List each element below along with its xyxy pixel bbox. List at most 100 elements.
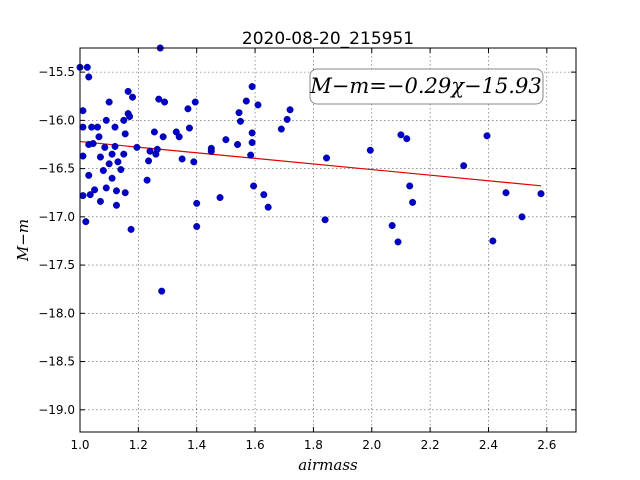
data-point	[105, 160, 113, 168]
data-point	[83, 63, 91, 71]
data-point	[518, 213, 526, 221]
data-point	[105, 98, 113, 106]
data-point	[85, 73, 93, 81]
y-axis-label: M−m	[14, 219, 32, 262]
data-point	[96, 153, 104, 161]
data-point	[277, 125, 285, 133]
data-point	[190, 158, 198, 166]
data-point	[537, 190, 545, 198]
data-point	[248, 129, 256, 137]
annotation-box: M−m=−0.29χ−15.93	[309, 68, 544, 105]
data-point	[248, 139, 256, 147]
y-tick-label: −16.5	[38, 162, 75, 176]
data-point	[178, 155, 186, 163]
x-tick-label: 1.6	[246, 438, 265, 452]
data-point	[409, 198, 417, 206]
data-point	[264, 203, 272, 211]
y-tick-label: −18.0	[38, 306, 75, 320]
data-point	[108, 174, 116, 182]
data-point	[99, 167, 107, 175]
data-point	[185, 124, 193, 132]
data-point	[234, 140, 242, 148]
data-point	[102, 116, 110, 124]
data-point	[175, 133, 183, 141]
data-point	[120, 150, 128, 158]
x-tick-label: 1.2	[129, 438, 148, 452]
data-point	[193, 199, 201, 207]
data-point	[88, 123, 96, 131]
y-tick-label: −18.5	[38, 355, 75, 369]
data-point	[111, 123, 119, 131]
data-point	[108, 150, 116, 158]
data-points	[76, 44, 545, 295]
data-point	[406, 182, 414, 190]
data-point	[91, 186, 99, 194]
fit-equation-label: M−m=−0.29χ−15.93	[309, 74, 541, 98]
y-axis-ticks: −15.5 −16.0 −16.5 −17.0 −17.5 −18.0 −18.5 −19.0	[38, 65, 576, 417]
data-point	[248, 83, 256, 91]
data-point	[85, 171, 93, 179]
chart-title: 2020-08-20_215951	[242, 29, 414, 49]
data-point	[158, 287, 166, 295]
data-point	[207, 147, 215, 155]
data-point	[96, 197, 104, 205]
x-axis-ticks: 1.0 1.2 1.4 1.6 1.8 2.0 2.2 2.4 2.6	[70, 48, 556, 452]
data-point	[489, 237, 497, 245]
data-point	[323, 154, 331, 162]
data-point	[111, 142, 119, 150]
data-point	[114, 158, 122, 166]
data-point	[95, 133, 103, 141]
data-point	[146, 147, 154, 155]
data-point	[124, 87, 132, 95]
x-tick-label: 2.6	[537, 438, 556, 452]
y-tick-label: −15.5	[38, 65, 75, 79]
data-point	[101, 143, 109, 151]
x-axis-label: airmass	[298, 456, 358, 474]
data-point	[121, 189, 129, 197]
data-point	[388, 222, 396, 230]
data-point	[129, 93, 137, 101]
data-point	[397, 131, 405, 139]
data-point	[242, 97, 250, 105]
data-point	[102, 184, 110, 192]
x-tick-label: 1.8	[304, 438, 323, 452]
data-point	[394, 238, 402, 246]
annotation-frame	[309, 68, 544, 105]
data-point	[321, 216, 329, 224]
data-point	[366, 146, 374, 154]
data-point	[222, 136, 230, 144]
data-point	[254, 101, 262, 109]
data-point	[159, 133, 167, 141]
data-point	[133, 143, 141, 151]
x-tick-label: 1.4	[187, 438, 206, 452]
data-point	[403, 135, 411, 143]
data-point	[483, 132, 491, 140]
data-point	[79, 107, 87, 115]
data-point	[112, 187, 120, 195]
data-point	[150, 128, 158, 136]
data-point	[79, 123, 87, 131]
data-point	[86, 191, 94, 199]
data-point	[82, 218, 90, 226]
data-point	[193, 222, 201, 230]
data-point	[283, 115, 291, 123]
data-point	[460, 162, 468, 170]
data-point	[117, 166, 125, 174]
data-point	[79, 192, 87, 200]
data-point	[235, 109, 243, 117]
data-point	[79, 152, 87, 160]
data-point	[191, 98, 199, 106]
data-point	[286, 106, 294, 114]
data-point	[145, 157, 153, 165]
data-point	[161, 98, 169, 106]
data-point	[250, 182, 258, 190]
data-point	[236, 117, 244, 125]
x-tick-label: 2.2	[421, 438, 440, 452]
data-point	[502, 189, 510, 197]
y-tick-label: −16.0	[38, 113, 75, 127]
x-tick-label: 2.4	[479, 438, 498, 452]
x-tick-label: 1.0	[70, 438, 89, 452]
data-point	[120, 116, 128, 124]
data-point	[143, 176, 151, 184]
data-point	[155, 95, 163, 103]
